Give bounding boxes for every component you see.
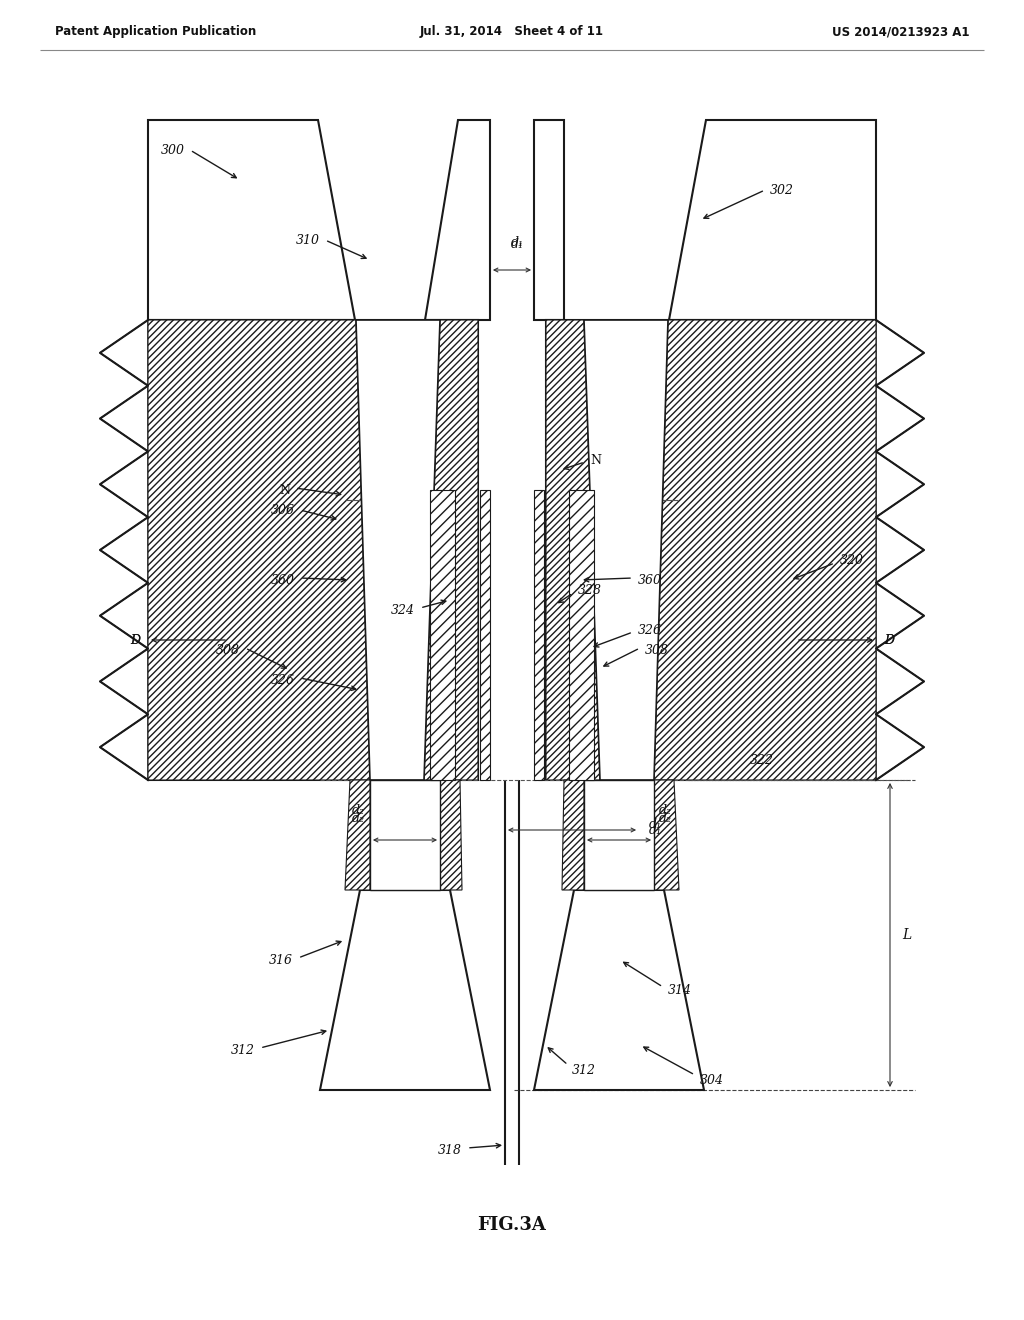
- Polygon shape: [424, 319, 478, 780]
- Text: D: D: [130, 634, 140, 647]
- Text: 326: 326: [271, 673, 295, 686]
- Text: 314: 314: [668, 983, 692, 997]
- Text: 312: 312: [231, 1044, 255, 1056]
- Text: 308: 308: [645, 644, 669, 656]
- Polygon shape: [100, 451, 148, 517]
- Polygon shape: [546, 319, 876, 780]
- Text: d₁: d₁: [649, 824, 662, 837]
- Polygon shape: [430, 490, 455, 780]
- Polygon shape: [100, 714, 148, 780]
- Polygon shape: [100, 648, 148, 714]
- Polygon shape: [669, 120, 876, 319]
- Polygon shape: [876, 517, 924, 583]
- Text: 318: 318: [438, 1143, 462, 1156]
- Polygon shape: [319, 890, 490, 1090]
- Text: 302: 302: [770, 183, 794, 197]
- Text: 320: 320: [840, 553, 864, 566]
- Polygon shape: [876, 385, 924, 451]
- Text: d₁: d₁: [511, 239, 523, 252]
- Text: 328: 328: [578, 583, 602, 597]
- Polygon shape: [100, 583, 148, 648]
- Text: d₁: d₁: [649, 818, 662, 832]
- Text: 306: 306: [271, 503, 295, 516]
- Polygon shape: [876, 583, 924, 648]
- Polygon shape: [370, 780, 440, 890]
- Polygon shape: [480, 490, 490, 780]
- Text: D: D: [130, 634, 140, 647]
- Text: 360: 360: [638, 573, 662, 586]
- Text: 312: 312: [572, 1064, 596, 1077]
- Polygon shape: [876, 714, 924, 780]
- Text: 322: 322: [750, 754, 774, 767]
- Text: d₂: d₂: [659, 804, 672, 817]
- Text: D: D: [884, 634, 894, 647]
- Polygon shape: [562, 780, 584, 890]
- Text: d₂: d₂: [352, 804, 365, 817]
- Polygon shape: [569, 490, 594, 780]
- Text: Patent Application Publication: Patent Application Publication: [55, 25, 256, 38]
- Polygon shape: [584, 780, 654, 890]
- Text: L: L: [902, 928, 911, 942]
- Text: 304: 304: [700, 1073, 724, 1086]
- Text: 300: 300: [161, 144, 185, 157]
- Text: d₂: d₂: [659, 812, 672, 825]
- Text: N: N: [590, 454, 601, 466]
- Polygon shape: [148, 120, 355, 319]
- Polygon shape: [534, 890, 705, 1090]
- Polygon shape: [148, 319, 478, 780]
- Text: US 2014/0213923 A1: US 2014/0213923 A1: [833, 25, 970, 38]
- Polygon shape: [654, 780, 679, 890]
- Text: d₂: d₂: [352, 812, 365, 825]
- Text: N: N: [279, 483, 290, 496]
- Text: D: D: [884, 634, 894, 647]
- Polygon shape: [584, 319, 668, 780]
- Text: d₁: d₁: [511, 235, 523, 248]
- Text: FIG.3A: FIG.3A: [477, 1216, 547, 1234]
- Polygon shape: [100, 385, 148, 451]
- Polygon shape: [148, 319, 370, 780]
- Polygon shape: [876, 319, 924, 385]
- Polygon shape: [546, 319, 600, 780]
- Polygon shape: [534, 120, 564, 319]
- Polygon shape: [100, 319, 148, 385]
- Text: 360: 360: [271, 573, 295, 586]
- Text: Jul. 31, 2014   Sheet 4 of 11: Jul. 31, 2014 Sheet 4 of 11: [420, 25, 604, 38]
- Polygon shape: [356, 319, 440, 780]
- Polygon shape: [425, 120, 490, 319]
- Text: 308: 308: [216, 644, 240, 656]
- Polygon shape: [345, 780, 370, 890]
- Polygon shape: [654, 319, 876, 780]
- Polygon shape: [440, 780, 462, 890]
- Text: 326: 326: [638, 623, 662, 636]
- Text: 324: 324: [391, 603, 415, 616]
- Text: 316: 316: [269, 953, 293, 966]
- Polygon shape: [100, 517, 148, 583]
- Polygon shape: [534, 490, 544, 780]
- Polygon shape: [876, 451, 924, 517]
- Text: 310: 310: [296, 234, 319, 247]
- Polygon shape: [876, 648, 924, 714]
